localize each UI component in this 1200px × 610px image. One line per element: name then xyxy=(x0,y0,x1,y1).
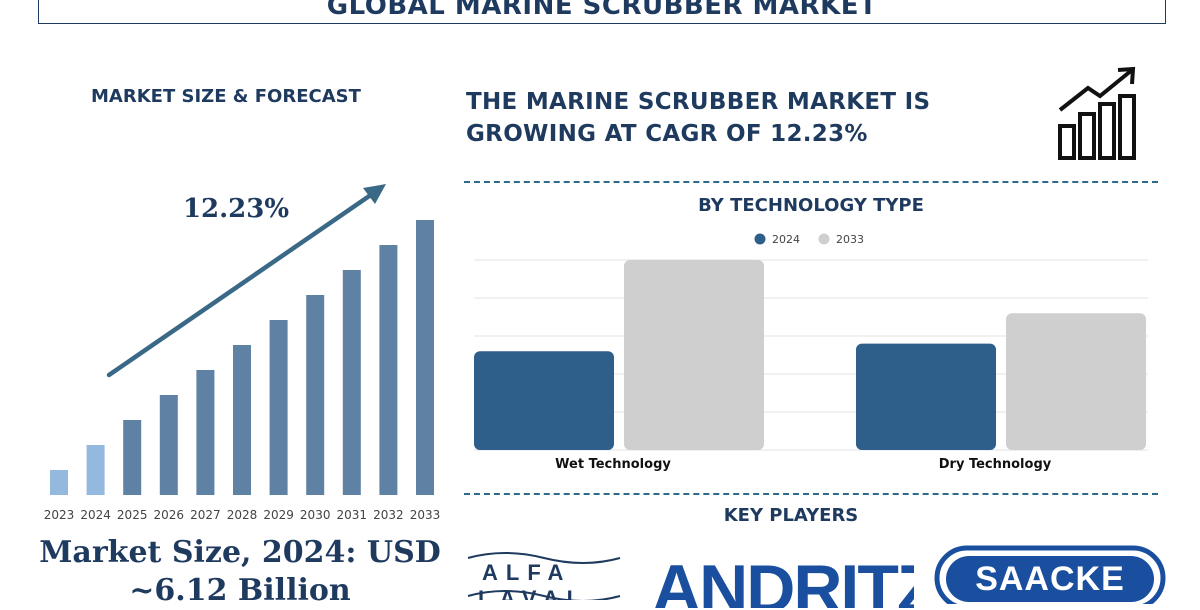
bar-2032 xyxy=(379,245,398,495)
legend-label-2033: 2033 xyxy=(836,233,864,246)
svg-text:ANDRITZ: ANDRITZ xyxy=(652,551,914,608)
key-players-heading: KEY PLAYERS xyxy=(723,505,859,526)
title-box: GLOBAL MARINE SCRUBBER MARKET xyxy=(38,0,1166,24)
cagr-annotation: 12.23% xyxy=(183,194,289,224)
legend-label-2024: 2024 xyxy=(772,233,800,246)
divider-top xyxy=(464,181,1158,183)
segment-heading: BY TECHNOLOGY TYPE xyxy=(698,195,924,216)
cagr-headline-line-1: THE MARINE SCRUBBER MARKET IS xyxy=(466,89,931,115)
svg-text:LAVAL: LAVAL xyxy=(478,586,588,600)
cagr-headline-line-2: GROWING AT CAGR OF 12.23% xyxy=(466,121,868,147)
legend-marker-2024 xyxy=(754,233,766,245)
bar-wet-technology-2024 xyxy=(474,351,614,450)
bar-chart-growth-icon xyxy=(1058,66,1136,160)
tick-label-2033: 2033 xyxy=(410,508,441,522)
tick-label-2023: 2023 xyxy=(44,508,75,522)
bar-2025 xyxy=(123,420,142,495)
bar-dry-technology-2024 xyxy=(856,343,996,450)
bar-2028 xyxy=(233,345,251,495)
svg-text:ALFA: ALFA xyxy=(482,560,571,585)
market-forecast-chart: 2023 2024 2025 2026 2027 2028 2029 2030 2031 2032… xyxy=(44,184,441,522)
market-size-line-2: ~6.12 Billion xyxy=(129,573,351,608)
bar-2029 xyxy=(269,320,288,495)
category-label-0: Wet Technology xyxy=(555,457,671,472)
growth-arrow-line xyxy=(106,187,381,378)
andritz-logo: ANDRITZ xyxy=(652,551,914,608)
bar-2026 xyxy=(159,395,178,495)
divider-bottom xyxy=(464,493,1158,495)
bar-2031 xyxy=(342,270,361,495)
bar-2027 xyxy=(196,370,215,495)
bar-2023 xyxy=(50,470,68,495)
tick-label-2026: 2026 xyxy=(154,508,185,522)
tick-label-2028: 2028 xyxy=(227,508,258,522)
tick-label-2032: 2032 xyxy=(373,508,404,522)
tick-label-2030: 2030 xyxy=(300,508,331,522)
page-title: GLOBAL MARINE SCRUBBER MARKET xyxy=(326,0,878,21)
tick-label-2024: 2024 xyxy=(80,508,111,522)
category-label-1: Dry Technology xyxy=(939,457,1052,472)
svg-text:SAACKE: SAACKE xyxy=(975,560,1125,598)
alfa-laval-logo: ALFA LAVAL xyxy=(467,552,621,600)
tick-label-2029: 2029 xyxy=(263,508,294,522)
market-size-heading: MARKET SIZE & FORECAST xyxy=(91,86,361,107)
bar-2024 xyxy=(86,445,105,495)
tick-label-2027: 2027 xyxy=(190,508,221,522)
bar-wet-technology-2033 xyxy=(624,260,764,450)
market-size-line-1: Market Size, 2024: USD xyxy=(39,535,441,570)
saacke-logo: SAACKE xyxy=(934,545,1166,604)
bar-2033 xyxy=(416,220,434,495)
tick-label-2025: 2025 xyxy=(117,508,148,522)
cagr-headline: THE MARINE SCRUBBER MARKET IS GROWING AT… xyxy=(466,86,1026,150)
bar-dry-technology-2033 xyxy=(1006,313,1146,450)
growth-arrow-head xyxy=(363,184,386,204)
technology-type-chart: 2024 2033 Wet Technology Dry Technology xyxy=(474,233,1148,472)
tick-label-2031: 2031 xyxy=(337,508,368,522)
legend-marker-2033 xyxy=(818,233,830,245)
bar-2030 xyxy=(306,295,325,495)
